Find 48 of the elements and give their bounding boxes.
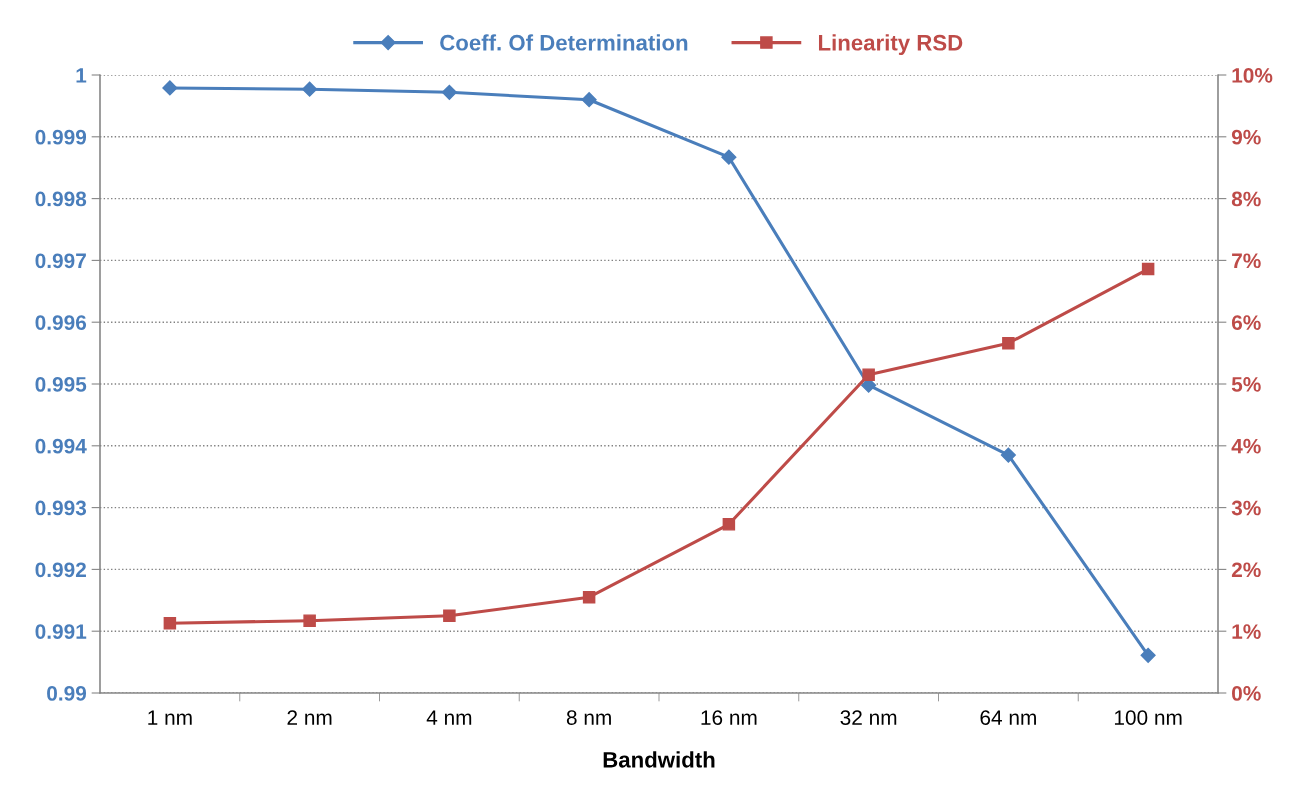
y2-tick-label: 5% <box>1231 377 1261 392</box>
y-tick-label: 0.995 <box>35 377 87 392</box>
point <box>1000 447 1016 463</box>
x-tick-label: 4 nm <box>426 710 472 725</box>
x-tick-label: 16 nm <box>701 710 757 725</box>
x-tick-label: 64 nm <box>980 710 1036 725</box>
y2-tick-label: 2% <box>1231 562 1261 578</box>
legend-label: Linearity RSD <box>818 34 963 55</box>
point <box>441 84 457 100</box>
y-tick-label: 0.992 <box>35 562 86 578</box>
y-tick-label: 0.998 <box>35 191 87 207</box>
x-axis-title: Bandwidth <box>603 751 715 768</box>
y2-tick-label: 10% <box>1232 68 1273 83</box>
y-tick-label: 0.996 <box>35 315 87 330</box>
y-tick-label: 1 <box>76 68 87 83</box>
point <box>163 616 177 630</box>
point <box>1141 262 1155 276</box>
point <box>1140 647 1156 663</box>
x-tick-label: 2 nm <box>287 710 332 725</box>
x-tick-label: 8 nm <box>566 710 611 725</box>
point <box>303 614 316 627</box>
point <box>581 92 597 108</box>
y-tick-label: 0.99 <box>47 686 87 701</box>
point <box>582 590 596 604</box>
y2-tick-label: 1% <box>1232 624 1261 639</box>
point <box>162 80 178 96</box>
point <box>721 149 737 165</box>
y2-tick-label: 3% <box>1231 500 1261 516</box>
point <box>862 368 875 381</box>
x-tick-label: 100 nm <box>1114 710 1182 725</box>
point <box>1002 336 1015 350</box>
y2-tick-label: 6% <box>1231 315 1261 330</box>
point <box>443 609 456 623</box>
y-tick-label: 0.999 <box>35 129 87 145</box>
y2-tick-label: 9% <box>1231 129 1261 145</box>
y2-tick-label: 7% <box>1232 253 1261 269</box>
x-tick-label: 1 nm <box>148 710 192 725</box>
y-tick-label: 0.993 <box>35 500 87 516</box>
y2-tick-label: 0% <box>1232 686 1261 701</box>
x-tick-label: 32 nm <box>840 710 897 725</box>
point <box>722 518 736 531</box>
y2-tick-label: 4% <box>1231 438 1261 454</box>
y-tick-label: 0.994 <box>35 438 87 454</box>
point <box>302 81 318 97</box>
y-tick-label: 0.991 <box>35 624 87 639</box>
y-tick-label: 0.997 <box>35 253 86 269</box>
legend-label: Coeff. Of Determination <box>440 34 688 51</box>
y2-tick-label: 8% <box>1231 191 1261 207</box>
